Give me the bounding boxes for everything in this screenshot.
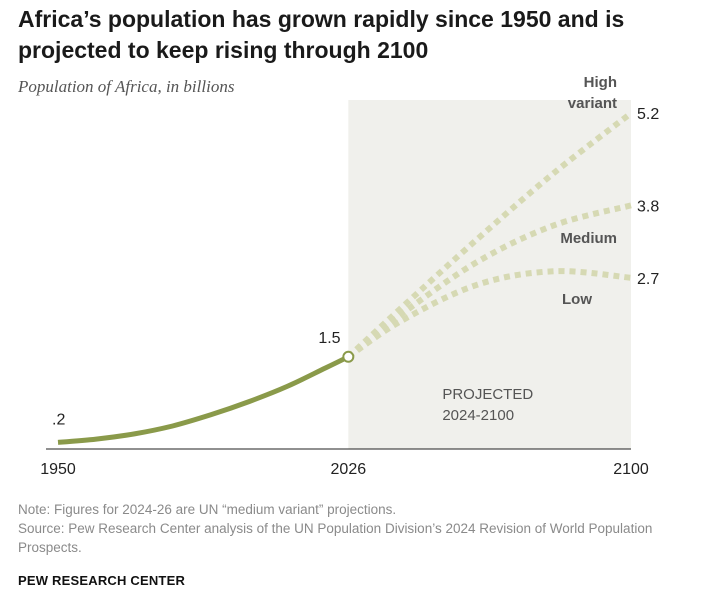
end-value-label-low: 2.7 xyxy=(637,271,659,288)
note-text: Note: Figures for 2024-26 are UN “medium… xyxy=(18,502,397,517)
x-tick-label-2100: 2100 xyxy=(613,461,649,478)
series-name-high-line2: variant xyxy=(568,95,617,112)
chart-subtitle: Population of Africa, in billions xyxy=(18,77,235,96)
historical-start-value-label: .2 xyxy=(52,411,65,428)
historical-end-marker xyxy=(342,350,355,363)
x-tick-label-1950: 1950 xyxy=(40,461,76,478)
x-tick-label-2026: 2026 xyxy=(331,461,367,478)
series-name-low: Low xyxy=(562,291,592,308)
source-text: Source: Pew Research Center analysis of … xyxy=(18,521,653,555)
historical-population-line xyxy=(57,354,350,445)
end-value-label-medium: 3.8 xyxy=(637,198,659,215)
series-name-medium: Medium xyxy=(560,230,617,247)
projected-years-label: 2024-2100 xyxy=(442,407,514,424)
end-value-label-high-variant: 5.2 xyxy=(637,106,659,123)
historical-end-value-label: 1.5 xyxy=(318,330,340,347)
projected-label: PROJECTED xyxy=(442,386,533,403)
series-name-high-line1: High xyxy=(584,74,617,91)
brand-logo-text: PEW RESEARCH CENTER xyxy=(18,573,186,588)
projection-line-medium xyxy=(346,202,632,360)
chart-notes: Note: Figures for 2024-26 are UN “medium… xyxy=(18,500,698,557)
chart-title: Africa’s population has grown rapidly si… xyxy=(18,6,625,63)
